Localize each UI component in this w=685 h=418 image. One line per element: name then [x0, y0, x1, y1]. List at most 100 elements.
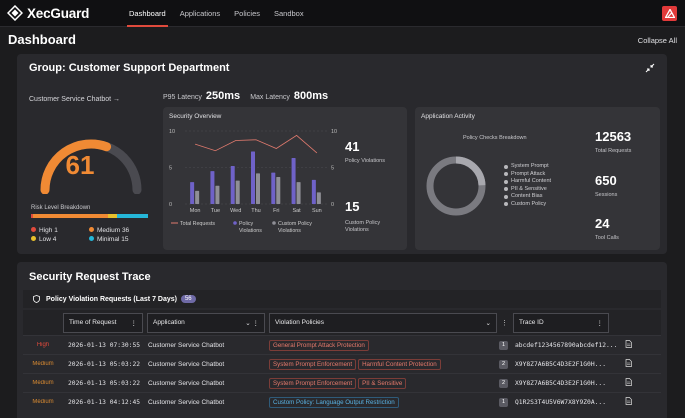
chevron-down-icon[interactable]: ⌄	[245, 319, 251, 327]
document-icon[interactable]	[625, 359, 639, 369]
request-time: 2026-01-13 07:30:55	[68, 341, 141, 349]
nav-tab-applications[interactable]: Applications	[179, 8, 221, 18]
bar-policy-violations	[271, 172, 276, 204]
legend-content-bias: Content Bias	[504, 193, 551, 201]
app-logo[interactable]: XecGuard	[7, 5, 115, 21]
violation-policies: General Prompt Attack Protection	[269, 339, 497, 351]
violation-policies: Custom Policy: Language Output Restricti…	[269, 396, 497, 408]
nav-tab-dashboard[interactable]: Dashboard	[127, 0, 168, 27]
policy-count: 1	[497, 340, 513, 350]
x-tick-label: Mon	[190, 208, 201, 214]
brand-logo-icon[interactable]	[662, 6, 677, 21]
tool-calls-value: 24	[595, 216, 610, 231]
trace-title: Security Request Trace	[29, 271, 151, 283]
document-icon[interactable]	[625, 340, 639, 350]
y-tick-label-right: 0	[331, 202, 334, 208]
application-name: Customer Service Chatbot	[148, 398, 225, 406]
trace-table: Time of Request ⋮ Application ⌄ ⋮ Violatio…	[23, 310, 661, 411]
bar-custom-policy-violations	[316, 192, 321, 204]
group-title: Group: Customer Support Department	[29, 62, 230, 74]
bar-policy-violations	[210, 171, 215, 204]
nav-tab-policies[interactable]: Policies	[234, 8, 260, 18]
x-tick-label: Sun	[312, 208, 322, 214]
severity-badge: High	[36, 342, 50, 348]
violation-requests-title: Policy Violation Requests (Last 7 Days)	[46, 295, 177, 303]
bar-policy-violations	[311, 179, 316, 204]
trace-id[interactable]: X9Y8Z7A6B5C4D3E2F1G0H...	[515, 379, 606, 387]
group-panel: Group: Customer Support Department Custo…	[17, 54, 667, 254]
app-name: XecGuard	[27, 5, 90, 21]
table-row[interactable]: High 2026-01-13 07:30:55 Customer Service …	[23, 335, 661, 354]
total-requests-label: Total Requests	[595, 148, 632, 154]
application-name: Customer Service Chatbot	[148, 379, 225, 387]
policy-count: 2	[497, 359, 513, 369]
application-activity-title: Application Activity	[421, 113, 475, 120]
app-link-customer-service-chatbot[interactable]: Customer Service Chatbot →	[29, 96, 121, 103]
chevron-down-icon[interactable]: ⌄	[485, 319, 491, 327]
document-icon[interactable]	[625, 378, 639, 388]
bar-custom-policy-violations	[296, 182, 301, 204]
x-tick-label: Fri	[273, 208, 279, 214]
table-row[interactable]: Medium 2026-01-13 05:03:22 Customer Servic…	[23, 373, 661, 392]
page-title: Dashboard	[8, 32, 76, 47]
risk-legend-low: Low 4	[31, 236, 89, 243]
bar-custom-policy-violations	[195, 190, 200, 204]
y-tick-label-left: 5	[169, 166, 172, 172]
y-tick-label-left: 0	[169, 202, 172, 208]
legend-swatch-policy-violations	[233, 221, 237, 225]
risk-legend-medium: Medium 36	[89, 227, 149, 234]
risk-bar-minimal	[116, 214, 149, 218]
violation-policy-tag[interactable]: General Prompt Attack Protection	[269, 339, 369, 351]
violation-policy-tag[interactable]: System Prompt Enforcement	[269, 358, 357, 370]
y-tick-label-left: 10	[169, 129, 175, 135]
nav-tab-sandbox[interactable]: Sandbox	[274, 8, 304, 18]
col-violation-policies[interactable]: Violation Policies ⌄	[269, 312, 497, 333]
bar-custom-policy-violations	[215, 185, 220, 204]
x-tick-label: Tue	[211, 208, 220, 214]
column-menu-icon[interactable]: ⋮	[130, 319, 138, 327]
bar-policy-violations	[190, 182, 195, 204]
policy-violations-value: 41	[345, 139, 360, 154]
policy-checks-legend: System Prompt Prompt Attack Harmful Cont…	[504, 163, 551, 208]
violation-policy-tag[interactable]: System Prompt Enforcement	[269, 377, 357, 389]
collapse-all-button[interactable]: Collapse All	[637, 36, 677, 45]
risk-bar-medium	[33, 214, 109, 218]
security-request-trace-panel: Security Request Trace Policy Violation …	[17, 262, 667, 418]
col-time-of-request[interactable]: Time of Request ⋮	[63, 312, 143, 333]
col-application[interactable]: Application ⌄ ⋮	[147, 312, 265, 333]
violation-policy-tag[interactable]: PII & Sensitive	[358, 377, 407, 389]
severity-badge: Medium	[32, 399, 54, 405]
violation-policy-tag[interactable]: Harmful Content Protection	[358, 358, 441, 370]
column-menu-icon[interactable]: ⋮	[501, 319, 508, 327]
column-menu-icon[interactable]: ⋮	[596, 319, 604, 327]
legend-policy-violations: Policy Violations	[239, 221, 262, 234]
request-time: 2026-01-13 05:03:22	[68, 379, 141, 387]
col-trace-id[interactable]: Trace ID ⋮	[513, 312, 609, 333]
table-row[interactable]: Medium 2026-01-13 05:03:22 Customer Servic…	[23, 354, 661, 373]
top-navbar: XecGuard Dashboard Applications Policies…	[0, 0, 685, 27]
y-tick-label-right: 5	[331, 166, 334, 172]
trace-id[interactable]: abcdef1234567890abcdef12...	[515, 341, 618, 349]
legend-system-prompt: System Prompt	[504, 163, 551, 171]
trace-id[interactable]: Q1R2S3T4U5V6W7X8Y9Z0A...	[515, 398, 606, 406]
bar-custom-policy-violations	[235, 180, 240, 204]
document-icon[interactable]	[625, 397, 639, 407]
risk-score: 61	[65, 150, 95, 180]
column-menu-icon[interactable]: ⋮	[252, 319, 260, 327]
risk-breakdown-title: Risk Level Breakdown	[31, 205, 91, 211]
table-row[interactable]: Medium 2026-01-13 04:12:45 Customer Servic…	[23, 392, 661, 411]
shield-icon	[33, 295, 40, 303]
request-time: 2026-01-13 04:12:45	[68, 398, 141, 406]
security-overview-title: Security Overview	[169, 113, 222, 120]
custom-violations-value: 15	[345, 199, 360, 214]
risk-bar-high	[31, 214, 34, 218]
violation-policies: System Prompt Enforcement Harmful Content…	[269, 358, 497, 370]
violation-requests-header[interactable]: Policy Violation Requests (Last 7 Days) …	[23, 290, 661, 308]
violation-policy-tag[interactable]: Custom Policy: Language Output Restricti…	[269, 396, 399, 408]
risk-level-bar	[31, 214, 149, 218]
security-overview-card: Security Overview 0 0 5 5 10 10 Mon Tue Wed Thu Fr…	[163, 107, 407, 250]
collapse-arrows-icon[interactable]	[645, 63, 655, 73]
trace-id[interactable]: X9Y8Z7A6B5C4D3E2F1G0H...	[515, 360, 606, 368]
line-total-requests	[194, 134, 318, 154]
policy-count: 2	[497, 378, 513, 388]
